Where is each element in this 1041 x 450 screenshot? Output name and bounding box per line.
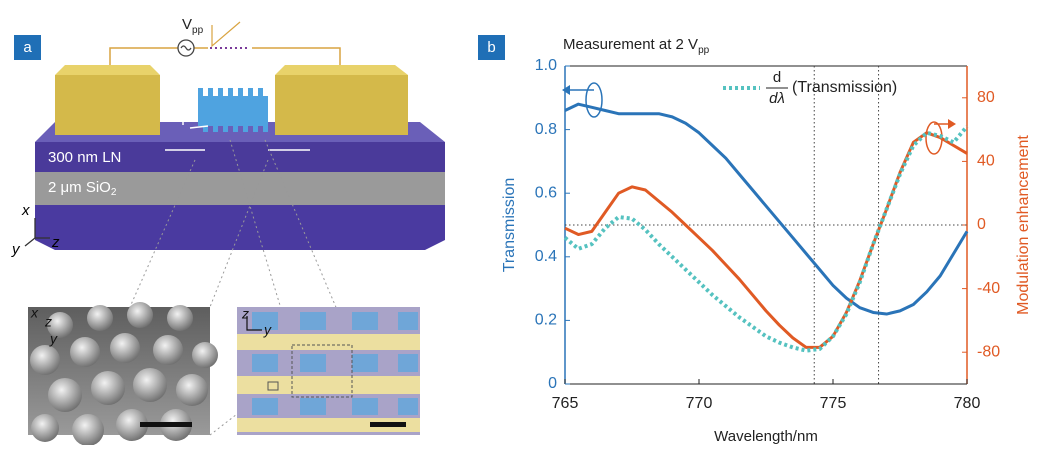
scale-bar <box>140 422 192 427</box>
y2-tick-label: 0 <box>977 216 986 233</box>
ln-label: 300 nm LN <box>48 149 121 166</box>
x-axis-label: Wavelength/nm <box>714 428 818 445</box>
y-tick-label: 0.6 <box>535 184 557 201</box>
micro-axis-z: z <box>241 306 249 322</box>
y-tick-label: 0.8 <box>535 121 557 138</box>
y-tick-label: 0 <box>548 375 557 392</box>
axis-x: x <box>21 202 30 219</box>
y2-axis-label: Modulation enhancement <box>1015 135 1032 315</box>
source-symbol: V <box>182 16 192 33</box>
pillars <box>198 88 268 132</box>
sio2-subscript: 2 <box>111 187 117 198</box>
sio2-label: 2 μm SiO2 <box>48 179 117 198</box>
electrode-front <box>275 75 408 135</box>
y2-tick-label: 80 <box>977 89 995 106</box>
sem-axis-z: z <box>44 314 52 330</box>
legend-label: (Transmission) <box>792 79 897 96</box>
axis-z: z <box>51 234 60 251</box>
y2-tick-label: -80 <box>977 343 1000 360</box>
legend-numerator: d <box>773 69 781 86</box>
y2-tick-label: 40 <box>977 153 995 170</box>
chart-title-subscript: pp <box>698 45 710 56</box>
electrode-front <box>55 75 160 135</box>
series-line <box>565 133 967 348</box>
y2-tick-label: -40 <box>977 280 1000 297</box>
micro-axis-y: y <box>263 322 272 338</box>
scale-bar <box>370 422 406 427</box>
axis-indicator <box>948 119 956 129</box>
panel-a: a Vpp 300 nm LN 2 μm SiO2 <box>11 16 445 445</box>
chart-title-text: Measurement at 2 V <box>563 36 698 53</box>
y-axis-label: Transmission <box>501 178 518 273</box>
panel-label: b <box>487 39 495 56</box>
x-tick-label: 775 <box>820 395 847 412</box>
legend-denominator: dλ <box>769 90 785 107</box>
axis-y: y <box>11 241 21 258</box>
figure: a Vpp 300 nm LN 2 μm SiO2 <box>0 0 1041 445</box>
axis-indicator <box>562 85 570 95</box>
axis-indicator <box>586 83 602 117</box>
series-line <box>565 104 967 314</box>
y-tick-label: 0.2 <box>535 312 557 329</box>
x-tick-label: 770 <box>686 395 713 412</box>
source-label: Vpp <box>182 16 204 36</box>
sem-axis-y: y <box>49 331 58 347</box>
source-subscript: pp <box>192 25 204 36</box>
wire <box>212 22 240 46</box>
sem-axis-x: x <box>30 305 39 321</box>
y-tick-label: 1.0 <box>535 57 557 74</box>
x-tick-label: 765 <box>552 395 579 412</box>
substrate <box>35 205 445 250</box>
y-tick-label: 0.4 <box>535 248 557 265</box>
sio2-text: 2 μm SiO <box>48 179 111 196</box>
series-line <box>565 126 967 350</box>
panel-label: a <box>23 39 32 56</box>
chart-title: Measurement at 2 Vpp <box>563 36 710 56</box>
x-tick-label: 780 <box>954 395 981 412</box>
